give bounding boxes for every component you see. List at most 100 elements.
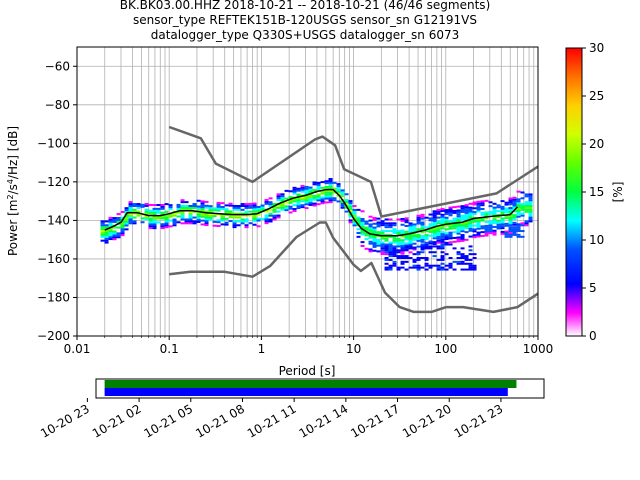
density-cell (336, 183, 341, 186)
density-cell (396, 230, 401, 233)
density-cell (356, 218, 361, 221)
density-cell (268, 212, 273, 215)
density-cell (432, 237, 437, 240)
timeline-tick-label: 10-21 02 (90, 402, 144, 441)
density-cell (400, 239, 405, 242)
density-cell (436, 232, 441, 235)
density-cell (436, 228, 441, 231)
density-cell (276, 199, 281, 202)
density-cell (164, 224, 169, 227)
density-cell (416, 218, 421, 221)
density-cell (276, 216, 281, 219)
density-cell (180, 222, 185, 225)
density-cell (428, 230, 433, 233)
density-cell (524, 222, 529, 225)
density-cell (424, 268, 429, 271)
density-cell (264, 202, 269, 205)
density-cell (452, 211, 457, 214)
density-cell (440, 268, 445, 271)
density-cell (440, 255, 445, 258)
density-cell (248, 210, 253, 213)
density-cell (152, 225, 157, 228)
density-cell (436, 235, 441, 238)
density-cell (128, 214, 133, 217)
density-cell (268, 197, 273, 200)
density-cell (120, 226, 125, 229)
x-tick-label: 1 (258, 342, 266, 356)
density-cell (232, 214, 237, 217)
density-cell (404, 230, 409, 233)
density-cell (420, 236, 425, 239)
density-cell (380, 233, 385, 236)
density-cell (112, 232, 117, 235)
density-cell (364, 228, 369, 231)
density-cell (448, 220, 453, 223)
density-cell (468, 222, 473, 225)
density-cell (468, 258, 473, 261)
density-cell (448, 212, 453, 215)
density-cell (472, 203, 477, 206)
density-cell (504, 207, 509, 210)
density-cell (352, 220, 357, 223)
colorbar-ticks: 0 5 10 15 20 25 30 (582, 41, 604, 343)
density-cell (400, 219, 405, 222)
density-cell (488, 201, 493, 204)
density-cell (452, 260, 457, 263)
density-cell (184, 222, 189, 225)
density-cell (516, 224, 521, 227)
density-cell (156, 221, 161, 224)
density-cell (488, 205, 493, 208)
density-cell (236, 216, 241, 219)
density-cell (376, 238, 381, 241)
density-cell (428, 219, 433, 222)
density-cell (104, 237, 109, 240)
density-cell (468, 202, 473, 205)
density-cell (304, 191, 309, 194)
density-cell (408, 239, 413, 242)
density-cell (376, 225, 381, 228)
density-cell (416, 237, 421, 240)
density-cell (340, 189, 345, 192)
density-cell (440, 221, 445, 224)
density-cell (316, 187, 321, 190)
density-cell (380, 222, 385, 225)
density-cell (304, 189, 309, 192)
density-cell (504, 235, 509, 238)
density-cell (220, 215, 225, 218)
density-cell (140, 221, 145, 224)
density-cell (464, 223, 469, 226)
density-cell (100, 231, 105, 234)
density-cell (440, 236, 445, 239)
density-cell (200, 206, 205, 209)
density-cell (236, 220, 241, 223)
density-cell (232, 222, 237, 225)
density-cell (164, 222, 169, 225)
density-cell (244, 224, 249, 227)
density-cell (148, 217, 153, 220)
density-cell (388, 249, 393, 252)
density-cell (456, 219, 461, 222)
density-cell (208, 212, 213, 215)
density-cell (456, 260, 461, 263)
density-cell (472, 257, 477, 260)
density-cell (268, 218, 273, 221)
density-cell (296, 187, 301, 190)
density-cell (316, 183, 321, 186)
density-cell (164, 218, 169, 221)
density-cell (460, 234, 465, 237)
density-cell (108, 228, 113, 231)
density-cell (424, 241, 429, 244)
density-cell (112, 236, 117, 239)
density-cell (160, 225, 165, 228)
density-cell (404, 221, 409, 224)
density-cell (520, 208, 525, 211)
density-cell (300, 190, 305, 193)
density-cell (248, 202, 253, 205)
density-cell (496, 206, 501, 209)
density-cell (328, 179, 333, 182)
density-cell (400, 241, 405, 244)
density-cell (148, 213, 153, 216)
density-cell (524, 193, 529, 196)
density-cell (304, 201, 309, 204)
density-cell (380, 243, 385, 246)
